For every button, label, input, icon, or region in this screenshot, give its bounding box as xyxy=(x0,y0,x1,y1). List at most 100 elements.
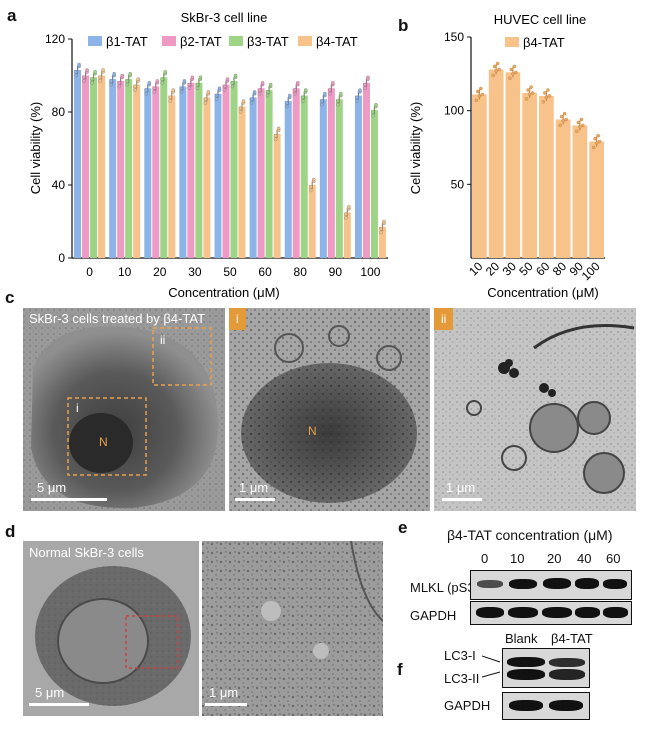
chart-b-legend-label: β4-TAT xyxy=(523,35,565,50)
chart-a-point xyxy=(222,84,227,89)
chart-a-xtick-label: 0 xyxy=(86,265,93,279)
chart-a-point xyxy=(203,101,208,105)
chart-a-point xyxy=(112,71,116,76)
chart-a-point xyxy=(77,62,81,67)
chart-a-xtick-label: 60 xyxy=(258,265,272,279)
panel-letter-f: f xyxy=(397,660,403,679)
wb-e-row-gapdh: GAPDH xyxy=(410,608,457,623)
chart-a-xtick-label: 20 xyxy=(153,265,167,279)
em-d-scale-label: 5 μm xyxy=(35,685,65,700)
chart-b-point xyxy=(579,117,584,122)
chart-a-bar xyxy=(343,212,351,258)
wb-f-lc3-i: LC3-I xyxy=(444,648,476,663)
chart-a-bar xyxy=(125,79,133,259)
chart-b-point xyxy=(511,72,515,76)
chart-a-bar xyxy=(117,80,125,258)
chart-a-point xyxy=(125,79,129,83)
chart-a-point xyxy=(179,90,184,94)
panel-letter-e: e xyxy=(398,518,408,537)
chart-b-point xyxy=(508,76,512,81)
chart-a-point xyxy=(320,102,324,107)
chart-a-point xyxy=(117,84,121,89)
chart-a-point xyxy=(117,81,121,85)
wb-e-gapdh-blot xyxy=(470,601,632,625)
chart-b-point xyxy=(527,92,532,97)
chart-a-point xyxy=(136,77,140,81)
chart-a-bar xyxy=(222,84,230,258)
chart-a-point xyxy=(203,97,208,101)
chart-a-bar xyxy=(308,185,316,258)
chart-a-legend-swatch xyxy=(162,36,176,46)
chart-a-point xyxy=(339,92,343,96)
chart-a-point xyxy=(328,88,332,92)
chart-a-legend-swatch xyxy=(88,36,102,46)
chart-a-point xyxy=(109,82,113,87)
em-zoom-i-scalebar xyxy=(235,498,275,501)
chart-a-point xyxy=(195,86,200,91)
chart-a-point xyxy=(206,90,211,94)
wb-e-lane-1: 0 xyxy=(481,551,489,566)
chart-b-point xyxy=(529,85,533,89)
chart-a-point xyxy=(382,219,386,224)
chart-a-point xyxy=(238,110,243,114)
chart-a-point xyxy=(163,70,168,74)
chart-b-point xyxy=(530,91,535,95)
chart-a-point xyxy=(225,77,230,81)
chart-a-bar xyxy=(230,80,238,258)
em-d-zoom-scale-label: 1 μm xyxy=(209,685,239,700)
chart-a-point xyxy=(195,82,200,87)
chart-b-point xyxy=(494,69,498,73)
chart-b-ytick-label: 50 xyxy=(451,177,465,191)
wb-e-lane-4: 40 xyxy=(577,551,592,566)
chart-b-bar xyxy=(488,69,504,258)
chart-b-ytick-label: 100 xyxy=(444,104,464,118)
em-tag-i: i xyxy=(229,308,246,330)
chart-a-point xyxy=(233,73,238,78)
chart-a-point xyxy=(292,88,297,92)
chart-a-bar xyxy=(300,95,308,258)
panel-letter-a: a xyxy=(7,6,17,25)
chart-a-point xyxy=(133,88,137,92)
chart-a-point xyxy=(284,104,289,109)
wb-f-pointer-lines xyxy=(482,655,501,678)
chart-a-bar xyxy=(284,101,292,258)
chart-a-point xyxy=(265,93,270,98)
chart-b-point xyxy=(581,123,585,128)
huvec-viability-chart: HUVEC cell line Cell viability (%) Conce… xyxy=(408,12,605,300)
chart-b-point xyxy=(564,117,568,122)
em-c-scale-label: 5 μm xyxy=(37,480,67,495)
chart-a-point xyxy=(344,216,348,220)
chart-b-point xyxy=(578,125,582,129)
chart-b-point xyxy=(491,73,495,78)
chart-a-bar xyxy=(370,110,378,258)
chart-b-point xyxy=(479,86,483,91)
em-zoom-ii-scale-label: 1 μm xyxy=(446,480,476,495)
chart-a-bar xyxy=(160,77,168,258)
chart-a-point xyxy=(90,77,94,81)
chart-a-xlabel: Concentration (μM) xyxy=(168,285,280,300)
chart-b-point xyxy=(559,114,564,119)
chart-a-point xyxy=(144,92,149,96)
chart-a-point xyxy=(128,71,132,76)
chart-a-point xyxy=(82,79,86,83)
chart-a-bar xyxy=(335,99,343,258)
chart-a-point xyxy=(331,81,335,85)
chart-a-xtick-label: 30 xyxy=(188,265,202,279)
chart-a-point xyxy=(308,188,313,193)
chart-b-point xyxy=(594,141,599,145)
chart-a-bar xyxy=(257,88,265,259)
skbr3-viability-chart: SkBr-3 cell line Cell viability (%) Conc… xyxy=(28,10,388,300)
em-zoom-ii-scalebar xyxy=(442,498,482,501)
chart-a-xtick-label: 80 xyxy=(294,265,308,279)
chart-a-bar xyxy=(214,93,222,258)
wb-f-lane-blank: Blank xyxy=(505,631,538,646)
chart-a-xtick-label: 10 xyxy=(118,265,132,279)
chart-a-point xyxy=(336,99,340,103)
chart-a-bar xyxy=(238,106,246,259)
panel-letter-b: b xyxy=(398,16,409,35)
chart-a-point xyxy=(152,90,157,94)
em-image-normal-zoom: 1 μm xyxy=(201,541,383,716)
chart-a-point xyxy=(328,92,332,96)
chart-a-point xyxy=(217,86,222,91)
chart-a-point xyxy=(120,73,124,78)
